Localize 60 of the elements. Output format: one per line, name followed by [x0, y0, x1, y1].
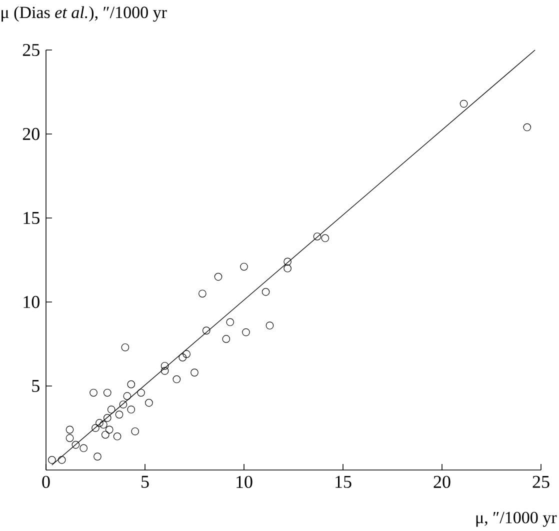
point: [113, 432, 122, 440]
point: [313, 232, 322, 240]
y-tick-label: 15: [24, 212, 40, 224]
point: [80, 444, 88, 452]
y-tick-label: 5: [32, 380, 40, 392]
point: [284, 258, 292, 266]
x-tick-label: 5: [142, 476, 149, 488]
x-tick-label: 25: [532, 476, 550, 488]
point: [119, 400, 128, 408]
point: [240, 262, 248, 271]
point: [222, 335, 230, 343]
point: [182, 350, 190, 358]
point: [121, 343, 130, 352]
point: [72, 440, 80, 449]
point: [90, 388, 98, 397]
point: [58, 456, 66, 464]
point: [160, 366, 169, 375]
point: [94, 452, 102, 460]
point: [48, 456, 56, 464]
x-tick-label: 10: [236, 476, 252, 488]
point: [190, 368, 198, 376]
point: [115, 410, 124, 418]
point: [242, 328, 250, 336]
y-axis-title: μ (Dias et al.), ″/1000 yr: [2, 6, 167, 22]
point: [137, 388, 145, 397]
point: [92, 424, 100, 432]
point: [202, 326, 210, 334]
point: [123, 392, 132, 400]
x-tick-label: 20: [434, 476, 450, 488]
point: [102, 430, 110, 439]
x-tick-label: 0: [42, 476, 50, 488]
point: [172, 375, 181, 384]
point: [66, 426, 74, 434]
point: [145, 398, 153, 407]
point: [105, 426, 114, 434]
point: [127, 380, 136, 388]
point: [262, 288, 270, 296]
point: [103, 414, 112, 422]
point: [96, 419, 104, 427]
point: [66, 434, 74, 442]
y-tick-label: 25: [22, 44, 40, 56]
point: [214, 272, 222, 281]
y-tick-label: 20: [22, 128, 40, 140]
point: [127, 406, 136, 414]
point: [266, 322, 274, 330]
point: [103, 388, 112, 397]
point: [131, 427, 140, 436]
point: [321, 234, 330, 242]
point: [226, 318, 234, 326]
x-axis-title: μ, ″/1000 yr: [476, 512, 557, 527]
point: [284, 264, 292, 272]
point: [198, 290, 206, 298]
point: [100, 420, 108, 429]
point: [107, 406, 116, 414]
y-tick-label: 10: [24, 296, 40, 308]
point: [523, 123, 532, 132]
x-tick-label: 15: [336, 476, 352, 488]
point: [178, 354, 187, 362]
point: [160, 362, 169, 370]
point: [460, 100, 468, 108]
